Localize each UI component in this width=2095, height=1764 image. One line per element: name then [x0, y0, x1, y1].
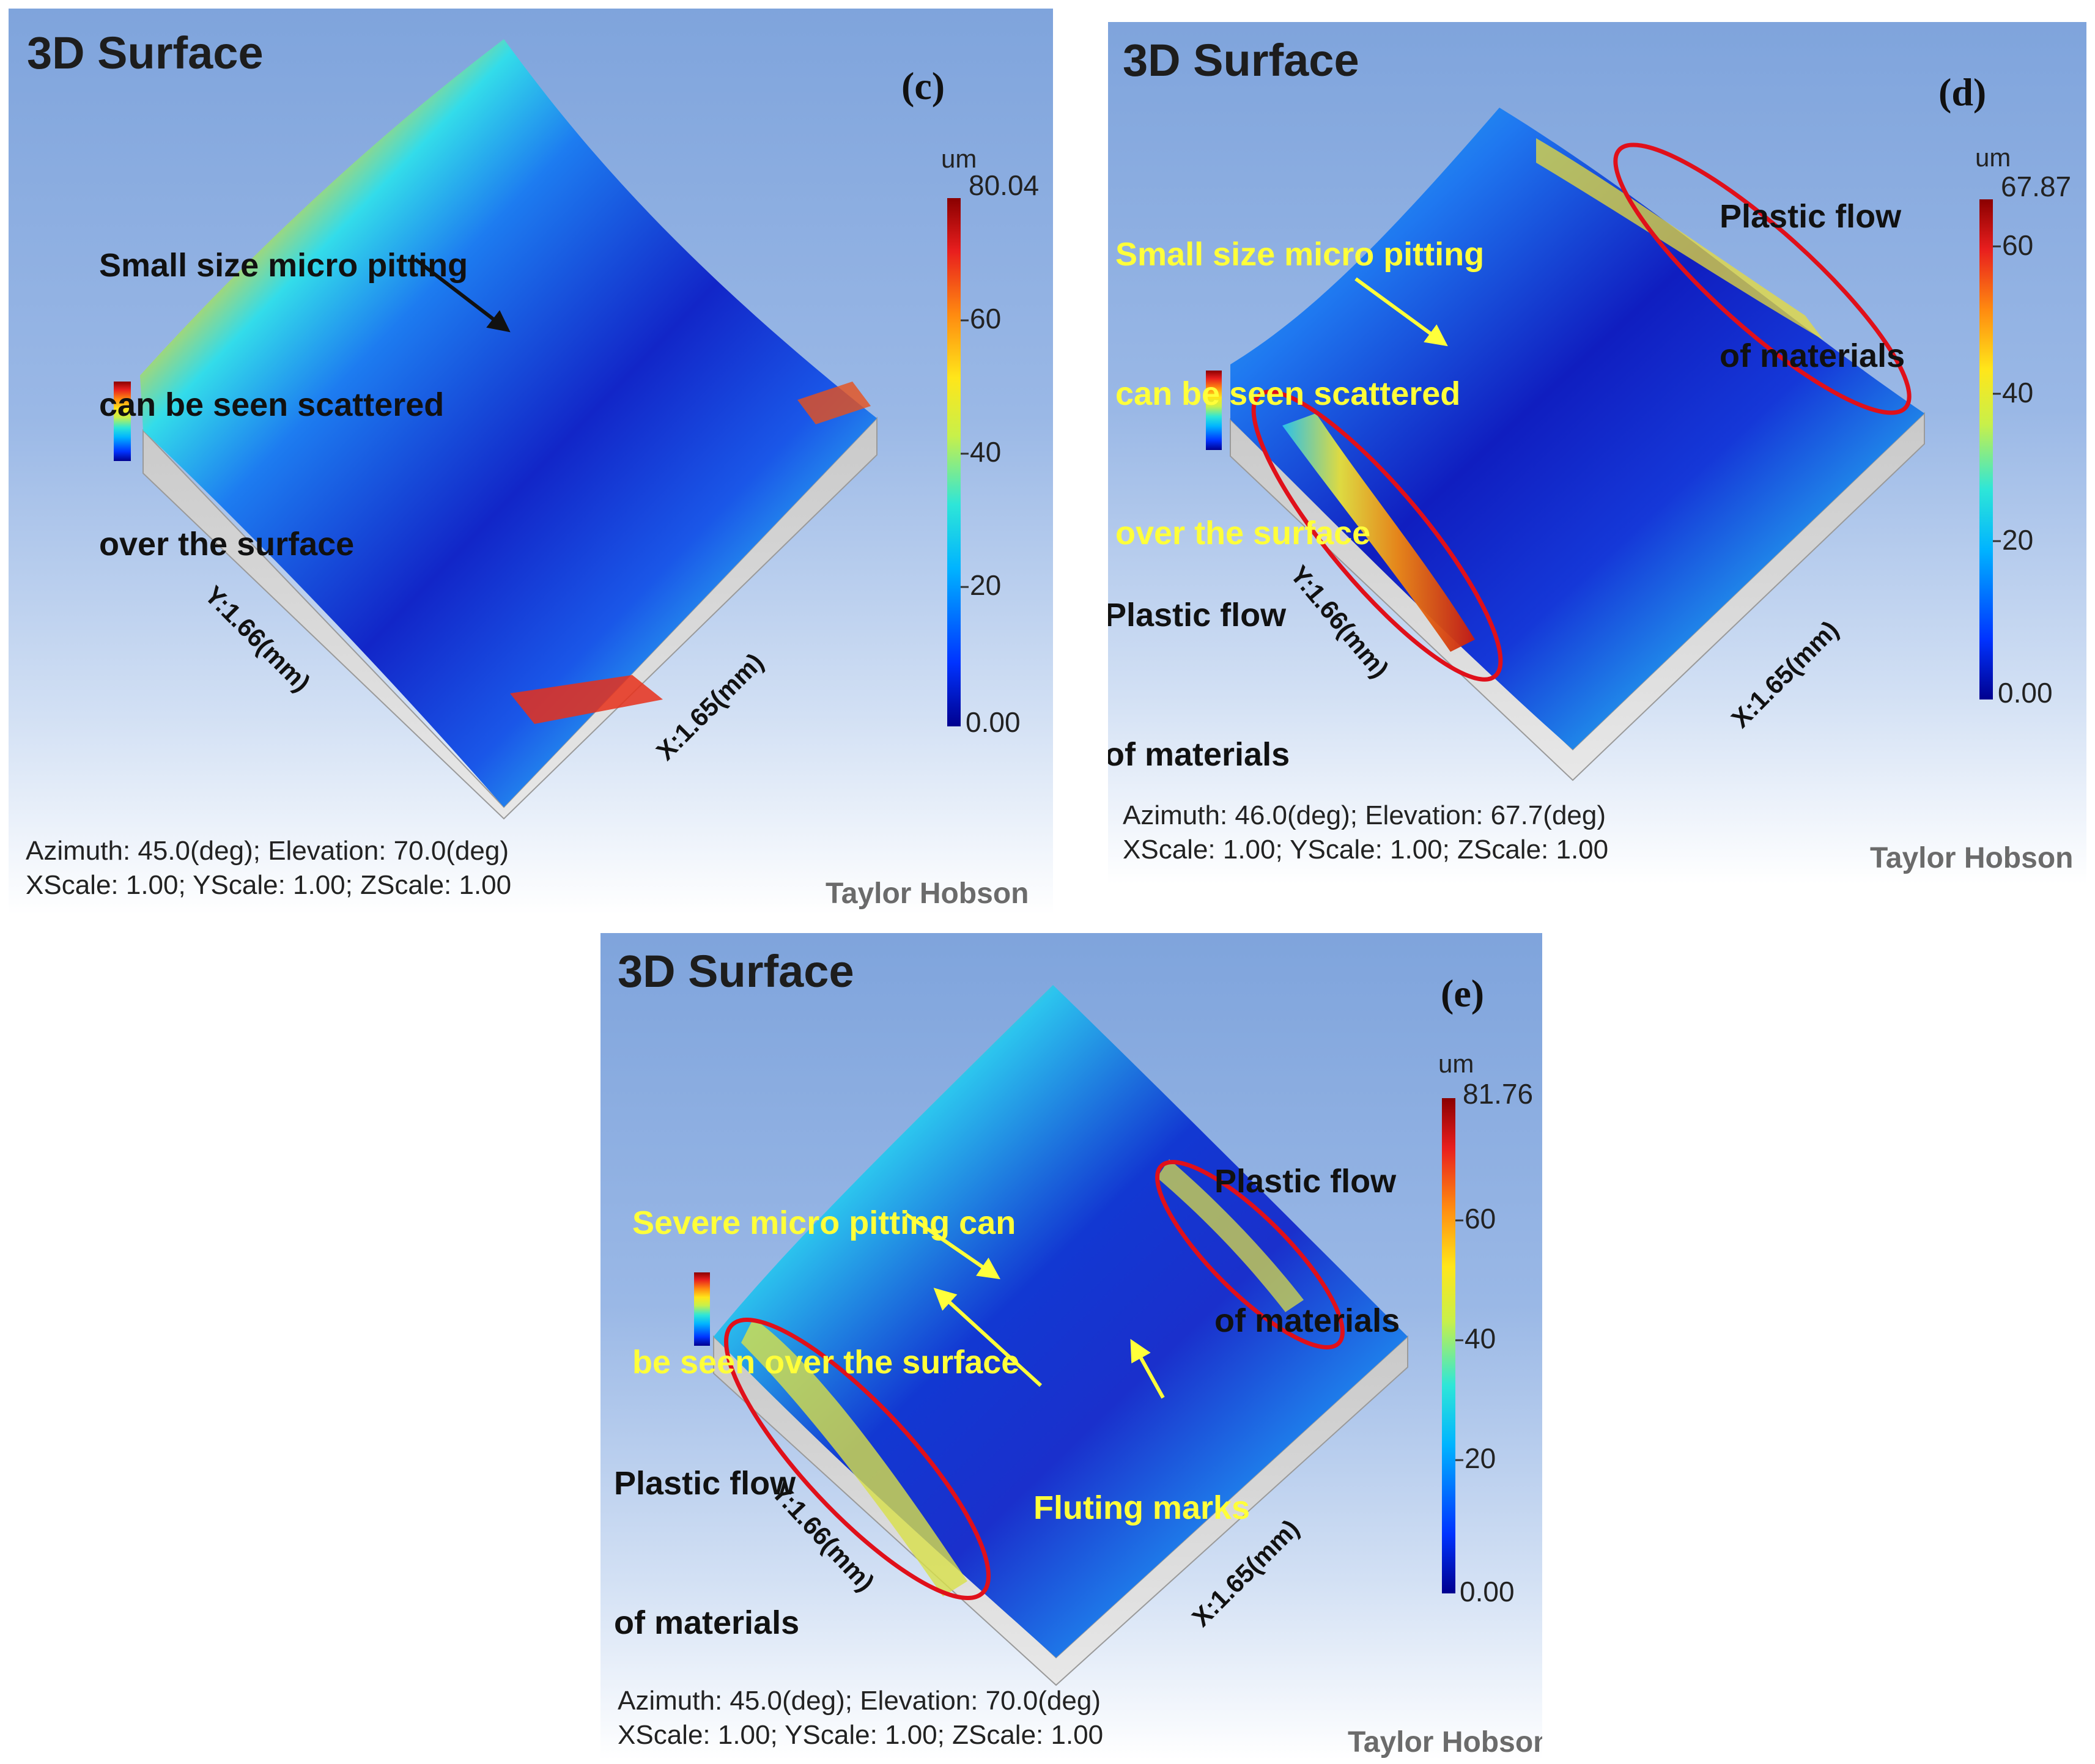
- colorbar: [947, 198, 961, 726]
- colorbar-max: 80.04: [969, 169, 1040, 201]
- colorbar-tick: 60: [2002, 229, 2034, 261]
- surface-mesh: [1230, 108, 1924, 750]
- panel-label: (d): [1938, 70, 1987, 114]
- colorbar-unit: um: [1438, 1049, 1474, 1078]
- highlight-ellipse: [1155, 1160, 1345, 1349]
- surface-ridge: [1157, 1159, 1304, 1312]
- view-info: Azimuth: 46.0(deg); Elevation: 67.7(deg)…: [1123, 800, 1609, 865]
- colorbar: [1979, 199, 1993, 699]
- colorbar: [1442, 1098, 1455, 1593]
- view-info: Azimuth: 45.0(deg); Elevation: 70.0(deg)…: [26, 836, 512, 900]
- highlight-ellipse: [724, 1318, 991, 1600]
- panel-label: (e): [1441, 972, 1485, 1015]
- brand-label: Taylor Hobson: [826, 877, 1029, 910]
- annotation-text: Small size micro pitting can be seen sca…: [1115, 236, 1485, 552]
- highlight-ellipse: [1613, 142, 1912, 415]
- surface-panel-d: 3D Surface (d) um 67.87 60 40 20 0.00 Y:…: [1108, 22, 2086, 884]
- annotation-arrow: [933, 1288, 1043, 1387]
- panel-label: (c): [901, 64, 945, 108]
- surface-plot-c: [114, 39, 969, 820]
- annotation-text: Fluting marks: [1033, 1489, 1251, 1526]
- surface-panel-e: 3D Surface (e) um 81.76 60 40 20 0.00 Y:…: [600, 933, 1542, 1760]
- colorbar-tick: 40: [2002, 377, 2034, 408]
- colorbar-min: 0.00: [1998, 677, 2053, 709]
- annotation-arrow: [905, 1212, 1000, 1280]
- panel-title: 3D Surface: [618, 946, 854, 997]
- colorbar-max: 67.87: [2001, 171, 2072, 202]
- highlight-ellipse: [1251, 389, 1503, 682]
- surface-mesh: [140, 39, 877, 807]
- mini-colorbar: [114, 382, 131, 461]
- annotation-text: Severe micro pitting can be seen over th…: [632, 1205, 1020, 1381]
- panel-title: 3D Surface: [1123, 35, 1359, 86]
- colorbar-tick: 40: [970, 436, 1002, 468]
- annotation-arrow: [1130, 1338, 1165, 1399]
- annotation-text: Plastic flow of materials: [1214, 1163, 1400, 1339]
- annotation-arrow: [1354, 277, 1448, 347]
- surface-ridge: [1536, 138, 1823, 340]
- annotation-text: Plastic flow of materials: [614, 1465, 800, 1641]
- view-info: Azimuth: 45.0(deg); Elevation: 70.0(deg)…: [618, 1686, 1104, 1750]
- colorbar-unit: um: [1975, 143, 2011, 172]
- annotation-text: Plastic flow of materials: [1720, 198, 1905, 374]
- surface-ridge: [741, 1318, 967, 1596]
- colorbar-tick: 60: [1465, 1203, 1496, 1234]
- mini-colorbar: [1206, 371, 1222, 450]
- panel-title: 3D Surface: [27, 28, 264, 78]
- colorbar-tick: 20: [2002, 524, 2034, 556]
- colorbar-min: 0.00: [966, 706, 1021, 738]
- surface-panel-c: 3D Surface (c) um 80.04 60 40 20 0.00 Y:…: [9, 9, 1053, 915]
- annotation-text: Plastic flow of materials: [1108, 597, 1290, 773]
- colorbar-unit: um: [941, 144, 977, 173]
- surface-ridge: [1282, 413, 1475, 652]
- surface-damage: [510, 675, 663, 724]
- colorbar-max: 81.76: [1463, 1078, 1534, 1110]
- annotation-text: Small size micro pitting can be seen sca…: [99, 247, 468, 563]
- surface-plot-d: [1206, 108, 2001, 781]
- brand-label: Taylor Hobson: [1348, 1726, 1542, 1758]
- surface-plot-e: [694, 985, 1463, 1686]
- colorbar-tick: 60: [970, 303, 1002, 334]
- colorbar-tick: 20: [970, 569, 1002, 601]
- mini-colorbar: [694, 1272, 710, 1346]
- colorbar-tick: 40: [1465, 1323, 1496, 1354]
- annotation-arrow: [414, 257, 511, 333]
- brand-label: Taylor Hobson: [1870, 842, 2074, 874]
- colorbar-tick: 20: [1465, 1442, 1496, 1474]
- colorbar-min: 0.00: [1460, 1576, 1515, 1607]
